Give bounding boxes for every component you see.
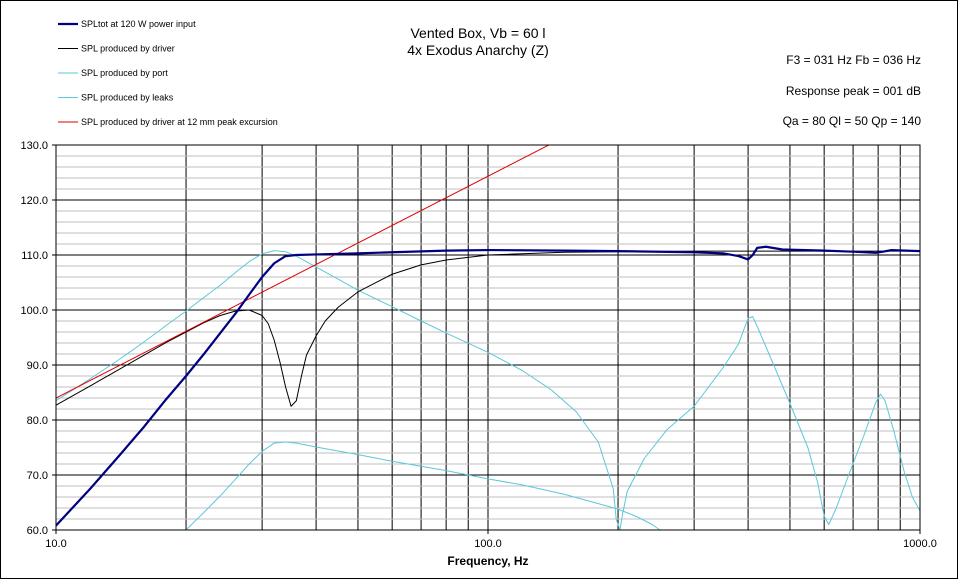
y-tick-label: 120.0 <box>20 195 48 207</box>
legend: SPLtot at 120 W power input SPL produced … <box>58 19 278 127</box>
legend-label-4: SPL produced by driver at 12 mm peak exc… <box>81 117 278 127</box>
legend-label-2: SPL produced by port <box>81 68 168 78</box>
grid <box>56 145 920 530</box>
curves <box>56 145 920 530</box>
legend-label-0: SPLtot at 120 W power input <box>81 19 196 29</box>
y-tick-label: 90.0 <box>27 360 48 372</box>
legend-label-3: SPL produced by leaks <box>81 93 174 103</box>
chart-subtitle: 4x Exodus Anarchy (Z) <box>407 42 549 58</box>
x-axis: 10.0 100.0 1000.0 <box>45 530 937 550</box>
series-line-0 <box>56 245 920 527</box>
legend-label-1: SPL produced by driver <box>81 44 175 54</box>
info-q-values: Qa = 80 Ql = 50 Qp = 140 <box>783 114 922 128</box>
y-tick-label: 110.0 <box>21 250 48 262</box>
y-axis: 60.0 70.0 80.0 90.0 100.0 110.0 120.0 130.0 <box>20 140 56 537</box>
y-tick-label: 80.0 <box>27 415 48 427</box>
y-tick-label: 130.0 <box>20 140 48 152</box>
series-line-3 <box>185 441 661 530</box>
series-line-1 <box>56 250 920 407</box>
x-axis-label: Frequency, Hz <box>447 554 528 568</box>
x-tick-label: 1000.0 <box>903 538 937 550</box>
y-tick-label: 60.0 <box>27 525 48 537</box>
y-tick-label: 100.0 <box>20 305 48 317</box>
info-response-peak: Response peak = 001 dB <box>786 84 921 98</box>
x-tick-label: 100.0 <box>474 538 502 550</box>
chart-title: Vented Box, Vb = 60 l <box>410 25 545 41</box>
y-tick-label: 70.0 <box>27 470 48 482</box>
series-line-4 <box>56 145 550 399</box>
series-line-2 <box>56 250 920 530</box>
info-f3-fb: F3 = 031 Hz Fb = 036 Hz <box>786 53 921 67</box>
x-tick-label: 10.0 <box>45 538 66 550</box>
